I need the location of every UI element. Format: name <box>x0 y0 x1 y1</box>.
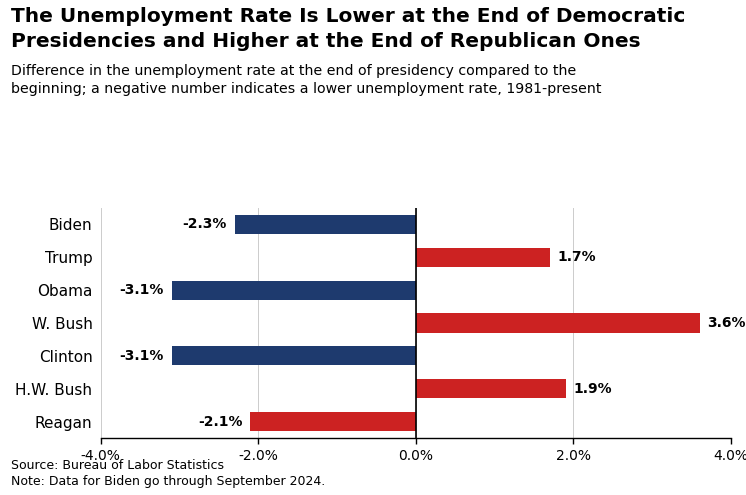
Text: Difference in the unemployment rate at the end of presidency compared to the: Difference in the unemployment rate at t… <box>11 64 577 78</box>
Text: -2.3%: -2.3% <box>183 217 227 231</box>
Bar <box>172 346 416 365</box>
Text: The Unemployment Rate Is Lower at the End of Democratic: The Unemployment Rate Is Lower at the En… <box>11 7 686 26</box>
Bar <box>235 215 416 234</box>
Text: Presidencies and Higher at the End of Republican Ones: Presidencies and Higher at the End of Re… <box>11 32 641 51</box>
Bar <box>251 412 416 431</box>
Text: -2.1%: -2.1% <box>198 415 242 429</box>
Bar <box>172 281 416 299</box>
Text: 1.7%: 1.7% <box>558 250 596 264</box>
Text: 1.9%: 1.9% <box>574 382 612 396</box>
Bar <box>416 313 700 333</box>
Text: -3.1%: -3.1% <box>119 349 163 363</box>
Text: Note: Data for Biden go through September 2024.: Note: Data for Biden go through Septembe… <box>11 475 325 488</box>
Text: -3.1%: -3.1% <box>119 283 163 297</box>
Text: Source: Bureau of Labor Statistics: Source: Bureau of Labor Statistics <box>11 459 225 472</box>
Bar <box>416 248 550 267</box>
Bar <box>416 379 565 398</box>
Text: 3.6%: 3.6% <box>707 316 746 330</box>
Text: beginning; a negative number indicates a lower unemployment rate, 1981-present: beginning; a negative number indicates a… <box>11 82 602 96</box>
